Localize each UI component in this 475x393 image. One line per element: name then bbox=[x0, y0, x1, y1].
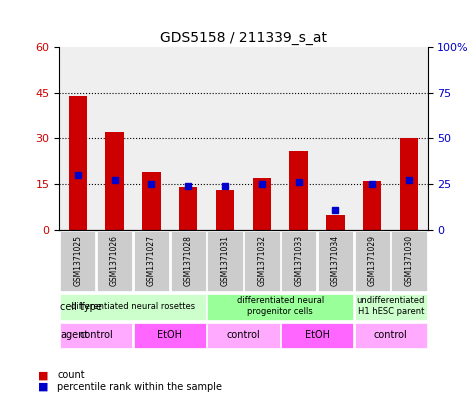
Bar bbox=[68, 96, 87, 230]
Bar bbox=[253, 178, 271, 230]
FancyBboxPatch shape bbox=[60, 294, 206, 320]
Bar bbox=[354, 47, 390, 230]
Text: cell type: cell type bbox=[60, 302, 102, 312]
Text: ■: ■ bbox=[38, 370, 48, 380]
Text: control: control bbox=[227, 330, 260, 340]
FancyBboxPatch shape bbox=[208, 323, 279, 348]
Bar bbox=[317, 47, 354, 230]
FancyBboxPatch shape bbox=[244, 231, 279, 291]
FancyBboxPatch shape bbox=[171, 231, 206, 291]
Text: agent: agent bbox=[60, 331, 88, 340]
Text: GSM1371031: GSM1371031 bbox=[220, 235, 229, 286]
Text: GSM1371027: GSM1371027 bbox=[147, 235, 156, 286]
Text: GSM1371029: GSM1371029 bbox=[368, 235, 377, 286]
FancyBboxPatch shape bbox=[134, 231, 169, 291]
Text: GSM1371026: GSM1371026 bbox=[110, 235, 119, 286]
Bar bbox=[400, 138, 418, 230]
Text: GSM1371030: GSM1371030 bbox=[405, 235, 414, 286]
Text: control: control bbox=[374, 330, 408, 340]
Bar bbox=[59, 47, 96, 230]
Bar bbox=[105, 132, 124, 230]
Bar bbox=[326, 215, 345, 230]
FancyBboxPatch shape bbox=[355, 231, 390, 291]
Bar bbox=[96, 47, 133, 230]
Text: ■: ■ bbox=[38, 382, 48, 392]
FancyBboxPatch shape bbox=[355, 323, 427, 348]
Text: GSM1371032: GSM1371032 bbox=[257, 235, 266, 286]
FancyBboxPatch shape bbox=[97, 231, 132, 291]
Text: EtOH: EtOH bbox=[304, 330, 330, 340]
Text: differentiated neural rosettes: differentiated neural rosettes bbox=[71, 302, 195, 310]
Bar bbox=[289, 151, 308, 230]
FancyBboxPatch shape bbox=[318, 231, 353, 291]
Text: control: control bbox=[79, 330, 113, 340]
FancyBboxPatch shape bbox=[60, 323, 132, 348]
Bar bbox=[133, 47, 170, 230]
Bar bbox=[142, 172, 161, 230]
Bar bbox=[390, 47, 428, 230]
Text: undifferentiated
H1 hESC parent: undifferentiated H1 hESC parent bbox=[357, 296, 425, 316]
Text: differentiated neural
progenitor cells: differentiated neural progenitor cells bbox=[237, 296, 324, 316]
Text: percentile rank within the sample: percentile rank within the sample bbox=[57, 382, 222, 392]
Title: GDS5158 / 211339_s_at: GDS5158 / 211339_s_at bbox=[160, 31, 327, 45]
FancyBboxPatch shape bbox=[134, 323, 206, 348]
FancyBboxPatch shape bbox=[281, 231, 316, 291]
Text: count: count bbox=[57, 370, 85, 380]
Text: EtOH: EtOH bbox=[157, 330, 182, 340]
FancyBboxPatch shape bbox=[281, 323, 353, 348]
FancyBboxPatch shape bbox=[355, 294, 427, 320]
Bar bbox=[280, 47, 317, 230]
Bar bbox=[207, 47, 243, 230]
Bar bbox=[170, 47, 207, 230]
Bar bbox=[363, 181, 381, 230]
FancyBboxPatch shape bbox=[391, 231, 427, 291]
Bar bbox=[216, 190, 234, 230]
FancyBboxPatch shape bbox=[60, 231, 95, 291]
Text: GSM1371034: GSM1371034 bbox=[331, 235, 340, 286]
Bar bbox=[179, 187, 198, 230]
FancyBboxPatch shape bbox=[208, 231, 243, 291]
Text: GSM1371025: GSM1371025 bbox=[73, 235, 82, 286]
Text: GSM1371033: GSM1371033 bbox=[294, 235, 303, 286]
Text: GSM1371028: GSM1371028 bbox=[184, 235, 193, 286]
Bar bbox=[243, 47, 280, 230]
FancyBboxPatch shape bbox=[208, 294, 353, 320]
